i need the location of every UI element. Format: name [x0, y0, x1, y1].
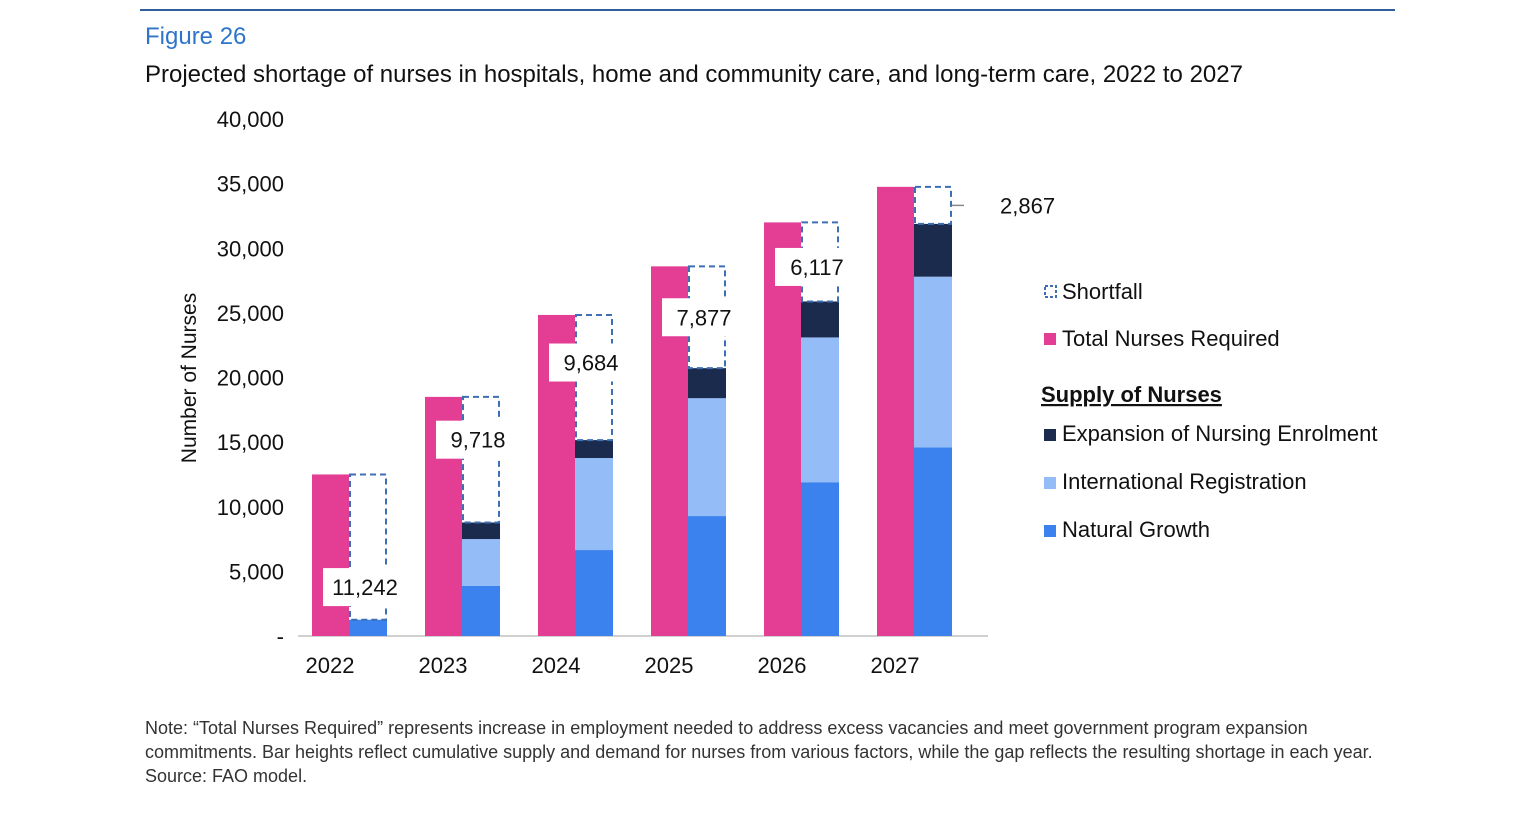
shortfall-label-box [662, 298, 746, 337]
shortfall-label-box [436, 420, 520, 459]
x-tick-label: 2027 [871, 653, 920, 678]
bar-natural-growth [914, 447, 952, 636]
legend-label: Expansion of Nursing Enrolment [1062, 421, 1378, 446]
bar-international-registration [914, 276, 952, 448]
bar-expansion-of-nursing-enrolment [801, 301, 839, 338]
legend-label-total-required: Total Nurses Required [1062, 326, 1280, 351]
bar-total-required [764, 222, 801, 636]
x-tick-label: 2025 [645, 653, 694, 678]
bar-natural-growth [462, 585, 500, 636]
x-tick-label: 2024 [532, 653, 581, 678]
shortfall-label: 6,117 [790, 255, 843, 280]
bar-expansion-of-nursing-enrolment [462, 522, 500, 540]
legend-swatch-shortfall [1044, 285, 1057, 298]
shortfall-label-box [549, 343, 633, 382]
x-tick-label: 2026 [758, 653, 807, 678]
shortfall-label-box [775, 247, 859, 286]
legend-swatch-total-required [1044, 333, 1056, 345]
bar-international-registration [688, 398, 726, 517]
legend-label-shortfall: Shortfall [1062, 279, 1143, 304]
y-axis-label: Number of Nurses [178, 293, 201, 463]
bar-natural-growth [801, 482, 839, 636]
legend-label: International Registration [1062, 469, 1307, 494]
bar-total-required [877, 186, 914, 636]
y-tick-label: 20,000 [217, 366, 284, 391]
y-tick-label: 25,000 [217, 301, 284, 326]
source-text: Source: FAO model. [145, 766, 308, 786]
y-tick-label: 15,000 [217, 430, 284, 455]
bar-expansion-of-nursing-enrolment [688, 368, 726, 399]
bar-total-required [312, 474, 349, 636]
y-tick-label: 10,000 [217, 495, 284, 520]
top-rule [140, 9, 1395, 11]
bar-international-registration [575, 458, 613, 551]
shortfall-label-box [323, 568, 407, 607]
bar-natural-growth [688, 516, 726, 636]
note-text: Note: “Total Nurses Required” represents… [145, 718, 1373, 762]
shortfall-label: 9,684 [563, 351, 618, 376]
legend-heading-supply: Supply of Nurses [1041, 382, 1222, 407]
shortfall-label: 2,867 [1000, 193, 1055, 218]
legend-swatch [1044, 525, 1056, 537]
bar-shortfall [462, 395, 500, 524]
x-tick-label: 2023 [419, 653, 468, 678]
bar-international-registration [462, 539, 500, 586]
chart-note: Note: “Total Nurses Required” represents… [145, 716, 1375, 788]
shortfall-label: 9,718 [450, 428, 505, 453]
figure-label: Figure 26 [145, 23, 247, 50]
bar-expansion-of-nursing-enrolment [575, 440, 613, 459]
y-tick-label: 40,000 [217, 107, 284, 132]
y-tick-label: 35,000 [217, 172, 284, 197]
bar-natural-growth [575, 550, 613, 636]
bar-expansion-of-nursing-enrolment [914, 223, 952, 277]
shortfall-label: 11,242 [332, 575, 398, 600]
bar-shortfall [914, 185, 952, 225]
y-tick-label: 30,000 [217, 236, 284, 261]
x-tick-label: 2022 [306, 653, 355, 678]
shortfall-label: 7,877 [676, 305, 731, 330]
chart-title: Projected shortage of nurses in hospital… [145, 61, 1243, 88]
y-tick-label: - [277, 624, 284, 649]
legend-swatch [1044, 477, 1056, 489]
legend-label: Natural Growth [1062, 517, 1210, 542]
bar-natural-growth [349, 619, 387, 636]
bar-international-registration [801, 337, 839, 483]
legend-swatch [1044, 429, 1056, 441]
y-tick-label: 5,000 [229, 559, 284, 584]
